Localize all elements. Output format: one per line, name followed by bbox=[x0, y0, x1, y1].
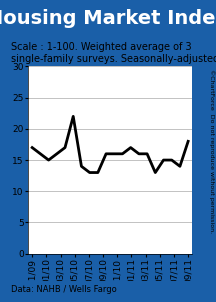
Text: single-family surveys. Seasonally-adjusted.: single-family surveys. Seasonally-adjust… bbox=[11, 54, 216, 64]
Text: Scale : 1-100. Weighted average of 3: Scale : 1-100. Weighted average of 3 bbox=[11, 42, 191, 52]
Text: ©ChartForce  Do not reproduce without permission.: ©ChartForce Do not reproduce without per… bbox=[209, 69, 215, 233]
Text: Data: NAHB / Wells Fargo: Data: NAHB / Wells Fargo bbox=[11, 285, 117, 294]
Text: Housing Market Index: Housing Market Index bbox=[0, 9, 216, 27]
